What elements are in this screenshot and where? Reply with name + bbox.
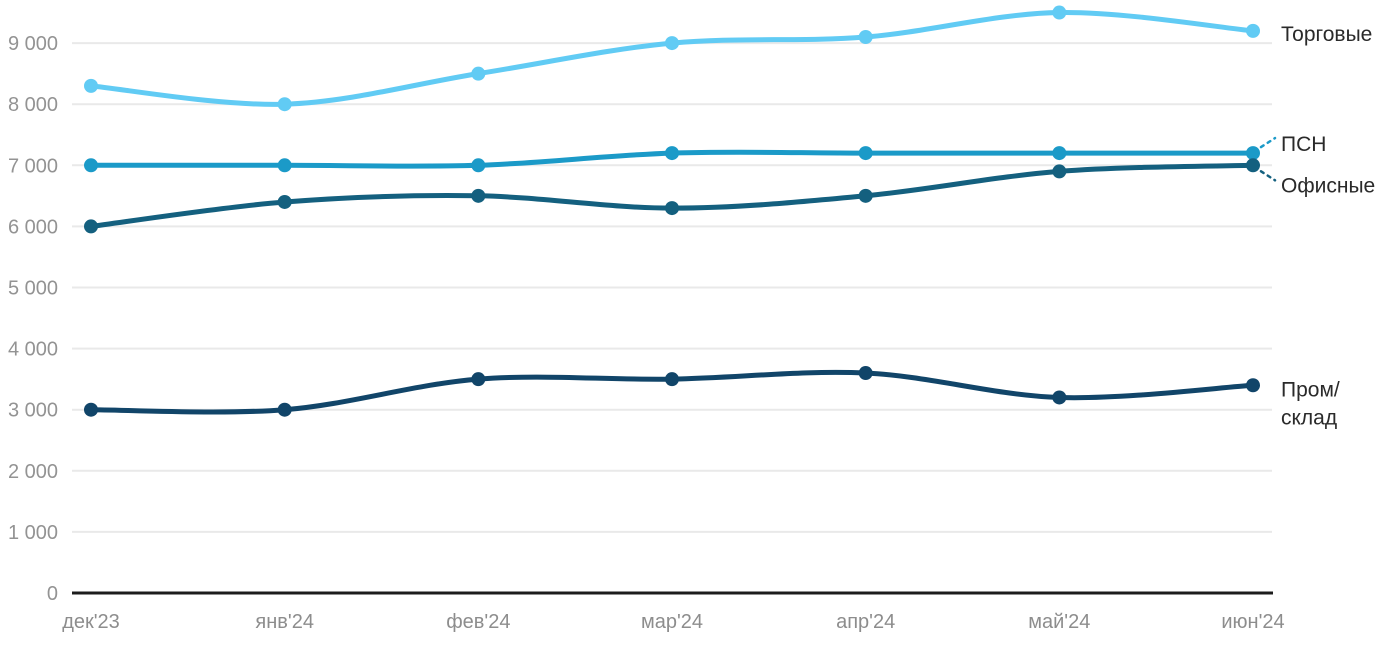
data-point [277,194,292,209]
data-point [1246,378,1260,393]
data-point [665,372,679,387]
data-point [277,97,292,112]
x-tick-label: апр'24 [836,611,895,633]
data-point [277,158,292,173]
y-tick-label: 5 000 [8,278,58,300]
data-point [858,188,873,203]
data-point [858,146,873,161]
data-point [1246,146,1260,161]
data-point [471,158,486,173]
data-point [665,36,679,51]
y-tick-label: 3 000 [8,400,58,422]
data-point [471,66,486,81]
data-point [471,188,486,203]
data-point [665,146,679,161]
y-tick-label: 9 000 [8,33,58,55]
data-point [858,29,873,44]
data-point [1052,5,1067,20]
series-line [88,162,1256,229]
leader-line [1259,136,1277,149]
y-tick-label: 4 000 [8,339,58,361]
data-point [277,402,292,417]
x-tick-label: мар'24 [641,611,703,633]
x-tick-label: фев'24 [446,611,510,633]
data-point [1246,158,1260,173]
series-line [88,9,1256,107]
y-tick-label: 1 000 [8,522,58,544]
leader-line [1259,170,1277,182]
data-point [665,201,679,216]
data-point [1246,23,1260,38]
data-point [858,366,873,381]
series-label: Офисные [1281,174,1375,197]
x-tick-label: янв'24 [255,611,314,633]
series-label: Пром/склад [1281,378,1340,429]
y-tick-label: 8 000 [8,94,58,116]
y-tick-label: 6 000 [8,216,58,238]
data-point [84,219,98,234]
data-point [84,158,98,173]
data-point [84,402,98,417]
series-label: Торговые [1281,23,1372,46]
data-point [471,372,486,387]
x-tick-label: дек'23 [62,611,120,633]
data-point [1052,164,1067,179]
series-label: ПСН [1281,133,1326,156]
y-tick-label: 2 000 [8,461,58,483]
data-point [84,78,98,93]
y-tick-label: 7 000 [8,155,58,177]
x-tick-label: июн'24 [1221,611,1284,633]
x-tick-label: май'24 [1028,611,1090,633]
data-point [1052,390,1067,405]
data-point [1052,146,1067,161]
y-tick-label: 0 [47,583,58,605]
